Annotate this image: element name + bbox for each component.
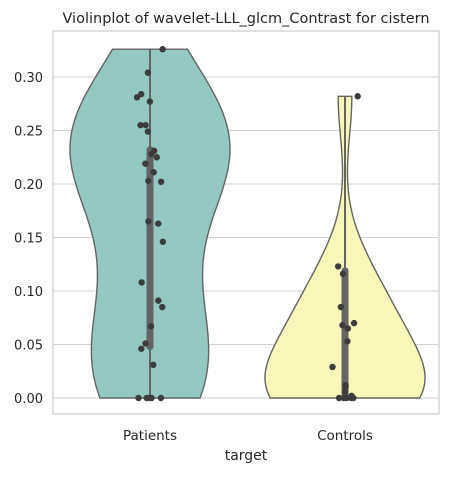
data-point	[144, 69, 152, 76]
y-tick-label: 0.00	[14, 392, 43, 407]
data-point	[339, 270, 347, 278]
data-point	[340, 394, 348, 402]
data-point	[157, 394, 165, 402]
data-point	[159, 303, 166, 311]
strip-points	[133, 45, 361, 402]
data-point	[147, 323, 155, 330]
data-point	[159, 45, 166, 53]
data-point	[335, 394, 343, 402]
x-tick-label: Controls	[317, 428, 373, 444]
y-tick-label: 0.30	[14, 71, 43, 86]
data-point	[334, 263, 342, 270]
data-point	[135, 394, 142, 402]
data-point	[354, 93, 361, 100]
violins	[69, 48, 426, 399]
y-tick-label: 0.20	[14, 178, 43, 193]
data-point	[344, 338, 351, 345]
inner-boxes	[146, 49, 349, 398]
data-point	[329, 363, 336, 371]
data-point	[150, 361, 157, 369]
chart-title: Violinplot of wavelet-LLL_glcm_Contrast …	[62, 11, 429, 27]
data-point	[142, 340, 149, 347]
x-tick-label: Patients	[123, 428, 177, 444]
data-point	[145, 177, 152, 184]
data-point	[145, 218, 152, 225]
data-point	[155, 297, 162, 304]
y-tick-label: 0.05	[14, 339, 43, 354]
x-axis-label: target	[225, 448, 268, 464]
y-tick-label: 0.10	[14, 285, 43, 300]
data-point	[137, 121, 144, 129]
y-tick-labels: 0.00 0.05 0.10 0.15 0.20 0.25 0.30	[14, 71, 43, 407]
data-point	[138, 90, 145, 98]
x-tick-labels: Patients Controls	[123, 428, 373, 444]
data-point	[348, 392, 355, 400]
data-point	[142, 121, 149, 129]
data-point	[155, 220, 162, 227]
data-point	[157, 178, 165, 186]
data-point	[337, 303, 345, 311]
y-tick-label: 0.15	[14, 232, 43, 247]
data-point	[150, 169, 157, 176]
data-point	[145, 394, 152, 402]
iqr-box-controls	[341, 267, 349, 398]
data-point	[159, 238, 167, 245]
data-point	[138, 279, 145, 286]
data-point	[144, 128, 152, 135]
data-point	[138, 345, 145, 352]
iqr-box-patients	[146, 146, 154, 350]
data-point	[146, 98, 154, 105]
data-point	[344, 325, 352, 332]
data-point	[142, 160, 149, 167]
data-point	[339, 322, 346, 329]
plot-frame	[52, 30, 440, 415]
data-point	[150, 147, 158, 155]
y-tick-label: 0.25	[14, 125, 43, 140]
data-point	[153, 154, 160, 161]
data-point	[350, 319, 358, 327]
data-point	[342, 381, 349, 389]
